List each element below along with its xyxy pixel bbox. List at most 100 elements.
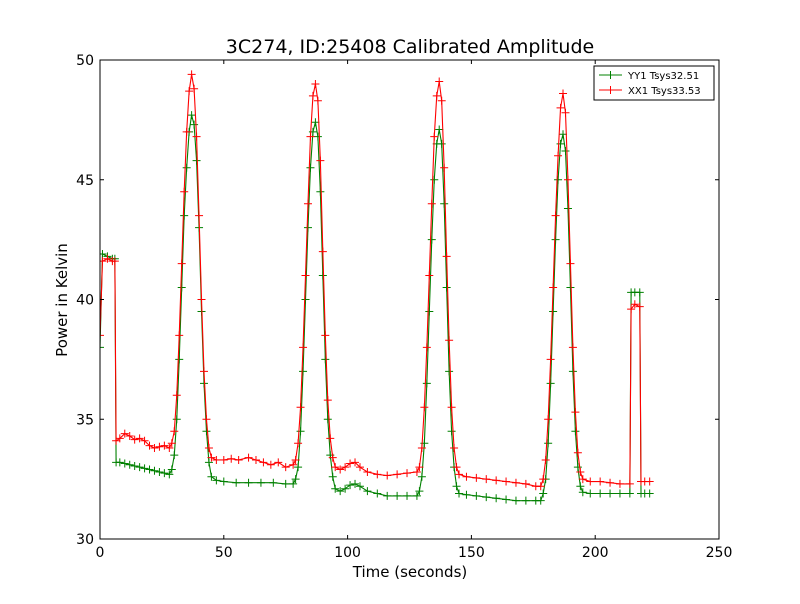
data-point xyxy=(274,458,283,467)
data-point xyxy=(192,132,201,141)
data-point xyxy=(155,442,164,451)
y-tick-label: 45 xyxy=(76,173,94,189)
data-point xyxy=(452,463,461,472)
data-point xyxy=(511,478,520,487)
data-point xyxy=(425,271,434,280)
data-point xyxy=(303,223,312,232)
data-point xyxy=(256,478,265,487)
data-point xyxy=(289,460,298,469)
axes: 0 50 100 150 200 250 30 35 40 45 50 xyxy=(76,53,732,561)
data-point xyxy=(318,271,327,280)
data-point xyxy=(462,490,471,499)
data-point xyxy=(306,163,315,172)
data-point xyxy=(190,120,199,129)
data-point xyxy=(145,441,154,450)
legend-entry: XX1 Tsys33.53 xyxy=(599,86,701,97)
data-point xyxy=(212,476,221,485)
data-point xyxy=(568,343,577,352)
data-point xyxy=(492,494,501,503)
data-point xyxy=(167,465,176,474)
data-point xyxy=(296,427,305,436)
data-point xyxy=(165,470,174,479)
data-point xyxy=(566,259,575,268)
data-point xyxy=(455,489,464,498)
data-point xyxy=(447,403,456,412)
data-point xyxy=(160,441,169,450)
data-point xyxy=(175,355,184,364)
data-point xyxy=(452,482,461,491)
data-point xyxy=(177,259,186,268)
data-point xyxy=(341,484,350,493)
x-tick-label: 50 xyxy=(215,545,233,561)
data-point xyxy=(346,481,355,490)
data-point xyxy=(227,454,236,463)
data-point xyxy=(281,463,290,472)
data-point xyxy=(145,465,154,474)
data-point xyxy=(502,477,511,486)
data-point xyxy=(323,415,332,424)
data-point xyxy=(554,175,563,184)
data-point xyxy=(544,415,553,424)
data-point xyxy=(269,478,278,487)
data-point xyxy=(440,199,449,208)
data-point xyxy=(403,469,412,478)
data-point xyxy=(606,489,615,498)
data-point xyxy=(556,103,565,112)
data-point xyxy=(135,463,144,472)
data-point xyxy=(351,479,360,488)
data-point xyxy=(155,467,164,476)
data-point xyxy=(427,235,436,244)
data-point xyxy=(299,343,308,352)
data-point xyxy=(417,472,426,481)
data-point xyxy=(190,84,199,93)
data-point xyxy=(328,472,337,481)
data-point xyxy=(373,489,382,498)
data-point xyxy=(180,211,189,220)
data-point xyxy=(403,491,412,500)
legend: YY1 Tsys32.51 XX1 Tsys33.53 xyxy=(593,65,715,101)
data-point xyxy=(482,493,491,502)
data-point xyxy=(586,477,595,486)
y-tick-label: 35 xyxy=(76,412,94,428)
plot-area xyxy=(100,70,654,505)
data-point xyxy=(630,300,639,309)
data-point xyxy=(549,307,558,316)
data-point xyxy=(415,487,424,496)
data-point xyxy=(187,70,196,79)
data-point xyxy=(561,147,570,156)
data-point xyxy=(306,132,315,141)
y-axis-label: Power in Kelvin xyxy=(53,243,71,357)
data-point xyxy=(197,295,206,304)
data-point xyxy=(351,458,360,467)
data-point xyxy=(586,489,595,498)
data-point xyxy=(415,463,424,472)
data-point xyxy=(541,455,550,464)
data-point xyxy=(346,459,355,468)
series-line xyxy=(100,114,650,502)
data-point xyxy=(289,479,298,488)
data-point xyxy=(393,470,402,479)
data-point xyxy=(120,459,129,468)
data-point xyxy=(363,467,372,476)
data-point xyxy=(606,478,615,487)
data-point xyxy=(187,111,196,120)
data-point xyxy=(323,396,332,405)
data-point xyxy=(313,132,322,141)
data-point xyxy=(492,476,501,485)
data-point xyxy=(135,434,144,443)
data-point xyxy=(172,415,181,424)
data-point xyxy=(521,479,530,488)
data-point xyxy=(150,466,159,475)
data-point xyxy=(303,199,312,208)
data-point xyxy=(539,475,548,484)
data-point xyxy=(165,443,174,452)
data-point xyxy=(645,477,654,486)
data-point xyxy=(311,118,320,127)
data-point xyxy=(291,475,300,484)
data-point xyxy=(571,408,580,417)
data-point xyxy=(472,473,481,482)
data-point xyxy=(482,475,491,484)
data-point xyxy=(635,302,644,311)
data-point xyxy=(373,470,382,479)
